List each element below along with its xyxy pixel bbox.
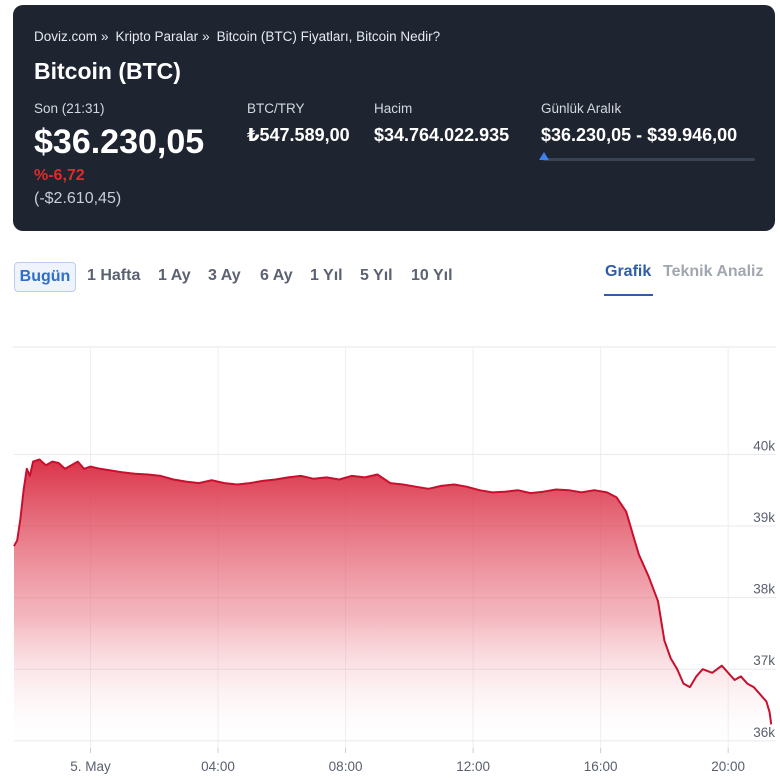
volume-value: $34.764.022.935 (374, 125, 510, 145)
instrument-header: Doviz.com» Kripto Paralar» Bitcoin (BTC) F… (13, 5, 775, 231)
price-area-fill (14, 459, 772, 748)
try-price-label: BTC/TRY (247, 101, 305, 116)
breadcrumb: Doviz.com» Kripto Paralar» Bitcoin (BTC) F… (34, 29, 440, 44)
x-tick-label: 5. May (70, 759, 111, 774)
try-price-value: ₺547.589,00 (247, 125, 350, 145)
y-tick-label: 38k (753, 582, 775, 597)
daily-range-value: $36.230,05 - $39.946,00 (541, 125, 738, 145)
period-tab-1-year[interactable]: 1 Yıl (310, 267, 343, 284)
change-percent: %-6,72 (34, 167, 85, 184)
breadcrumb-link-bitcoin[interactable]: Bitcoin (BTC) Fiyatları, Bitcoin Nedir? (216, 29, 441, 44)
breadcrumb-link-crypto[interactable]: Kripto Paralar (115, 29, 199, 44)
tab-technical-analysis[interactable]: Teknik Analiz (663, 263, 764, 280)
x-axis: 5. May 04:00 08:00 12:00 16:00 20:00 (70, 748, 745, 774)
price-line (13, 458, 773, 725)
x-tick-label: 04:00 (201, 759, 235, 774)
y-tick-label: 37k (753, 653, 775, 668)
last-price-label: Son (21:31) (34, 101, 105, 116)
period-tab-5-years[interactable]: 5 Yıl (360, 267, 393, 284)
page-title: Bitcoin (BTC) (34, 58, 181, 84)
volume-label: Hacim (374, 101, 413, 116)
breadcrumb-separator: » (202, 29, 210, 44)
period-tab-6-months[interactable]: 6 Ay (260, 267, 293, 284)
period-tab-1-week[interactable]: 1 Hafta (87, 267, 141, 284)
y-tick-label: 36k (753, 725, 775, 740)
last-price-value: $36.230,05 (34, 123, 205, 161)
x-tick-label: 16:00 (584, 759, 618, 774)
period-tab-10-years[interactable]: 10 Yıl (411, 267, 453, 284)
x-tick-label: 20:00 (711, 759, 745, 774)
active-tab-indicator (604, 294, 653, 296)
daily-range-label: Günlük Aralık (541, 101, 622, 116)
y-tick-label: 40k (753, 438, 775, 453)
period-tab-today[interactable]: Bugün (14, 262, 76, 292)
y-tick-label: 39k (753, 510, 775, 525)
y-axis: 36k 37k 38k 39k 40k (753, 438, 775, 739)
daily-range-marker (539, 152, 549, 160)
breadcrumb-separator: » (101, 29, 109, 44)
breadcrumb-link-home[interactable]: Doviz.com (34, 29, 98, 44)
period-tab-3-months[interactable]: 3 Ay (208, 267, 241, 284)
tab-chart[interactable]: Grafik (605, 263, 652, 280)
x-tick-label: 08:00 (329, 759, 363, 774)
daily-range-bar (543, 158, 755, 161)
change-absolute: (-$2.610,45) (34, 190, 122, 207)
x-tick-label: 12:00 (456, 759, 490, 774)
period-tab-1-month[interactable]: 1 Ay (158, 267, 191, 284)
